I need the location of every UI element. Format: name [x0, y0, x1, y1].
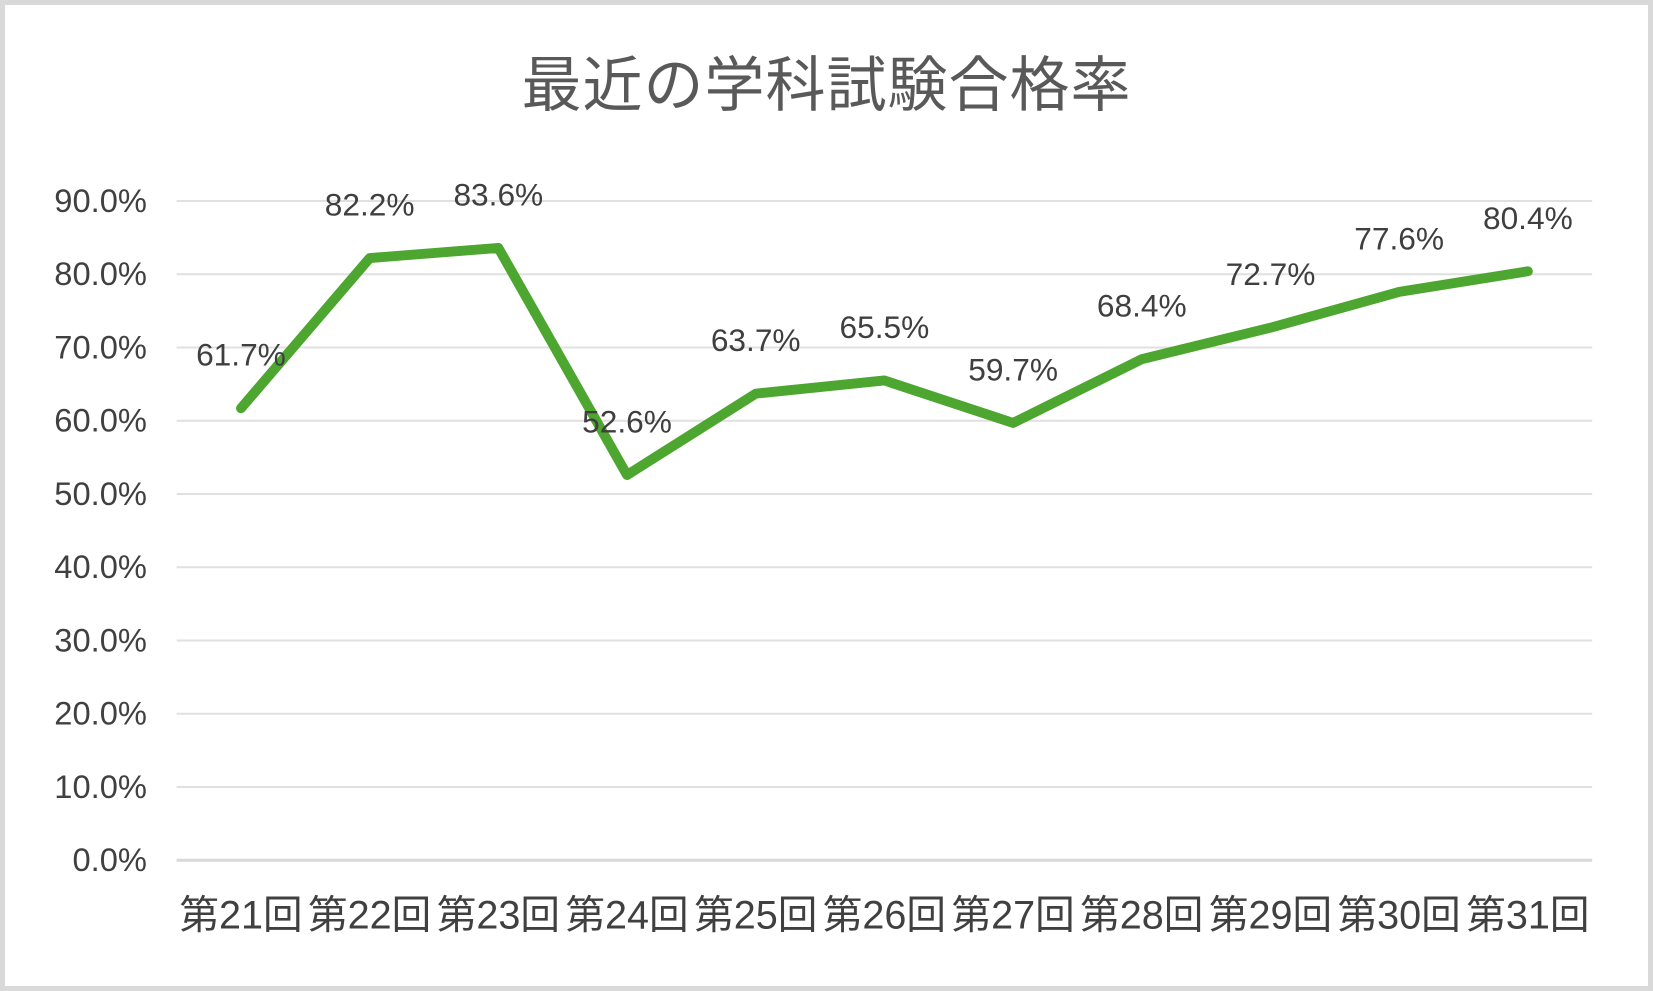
data-point-label: 80.4% [1483, 200, 1573, 236]
y-axis-tick-label: 0.0% [72, 841, 146, 878]
y-axis-tick-label: 10.0% [54, 768, 147, 805]
x-axis-tick-label: 第24回 [565, 894, 688, 938]
data-point-label: 83.6% [453, 176, 543, 212]
data-point-label: 61.7% [196, 337, 286, 373]
data-point-label: 68.4% [1097, 288, 1187, 324]
x-axis-tick-label: 第22回 [308, 894, 431, 938]
y-axis-tick-label: 30.0% [54, 621, 147, 658]
x-axis-tick-label: 第21回 [179, 894, 302, 938]
y-axis-tick-label: 50.0% [54, 475, 147, 512]
data-point-label: 63.7% [711, 322, 801, 358]
y-axis-tick-label: 60.0% [54, 402, 147, 439]
data-point-label: 77.6% [1354, 220, 1444, 256]
data-point-label: 72.7% [1226, 256, 1316, 292]
y-axis-tick-label: 40.0% [54, 548, 147, 585]
pass-rate-line-series [236, 242, 1533, 480]
y-axis-tick-label: 70.0% [54, 328, 147, 365]
x-axis-tick-label: 第29回 [1209, 894, 1332, 938]
data-point-label: 65.5% [840, 309, 930, 345]
x-axis-tick-label: 第28回 [1080, 894, 1203, 938]
x-axis-tick-label: 第30回 [1338, 894, 1461, 938]
line-chart-canvas: 0.0% 10.0% 20.0% 30.0% 40.0% 50.0% 60.0% 70.0% 8… [54, 176, 1593, 938]
y-axis-tick-label: 20.0% [54, 695, 147, 732]
y-axis-tick-label: 80.0% [54, 255, 147, 292]
x-axis-tick-label: 第23回 [437, 894, 560, 938]
x-axis-tick-label: 第25回 [694, 894, 817, 938]
x-axis-tick-label: 第27回 [952, 894, 1075, 938]
x-axis-tick-label: 第31回 [1466, 894, 1589, 938]
data-point-label: 82.2% [325, 187, 415, 223]
data-point-label: 52.6% [582, 403, 672, 439]
chart-title: 最近の学科試験合格率 [521, 52, 1132, 119]
x-axis-tick-label: 第26回 [823, 894, 946, 938]
y-axis-tick-label: 90.0% [54, 182, 147, 219]
data-point-label: 59.7% [968, 351, 1058, 387]
